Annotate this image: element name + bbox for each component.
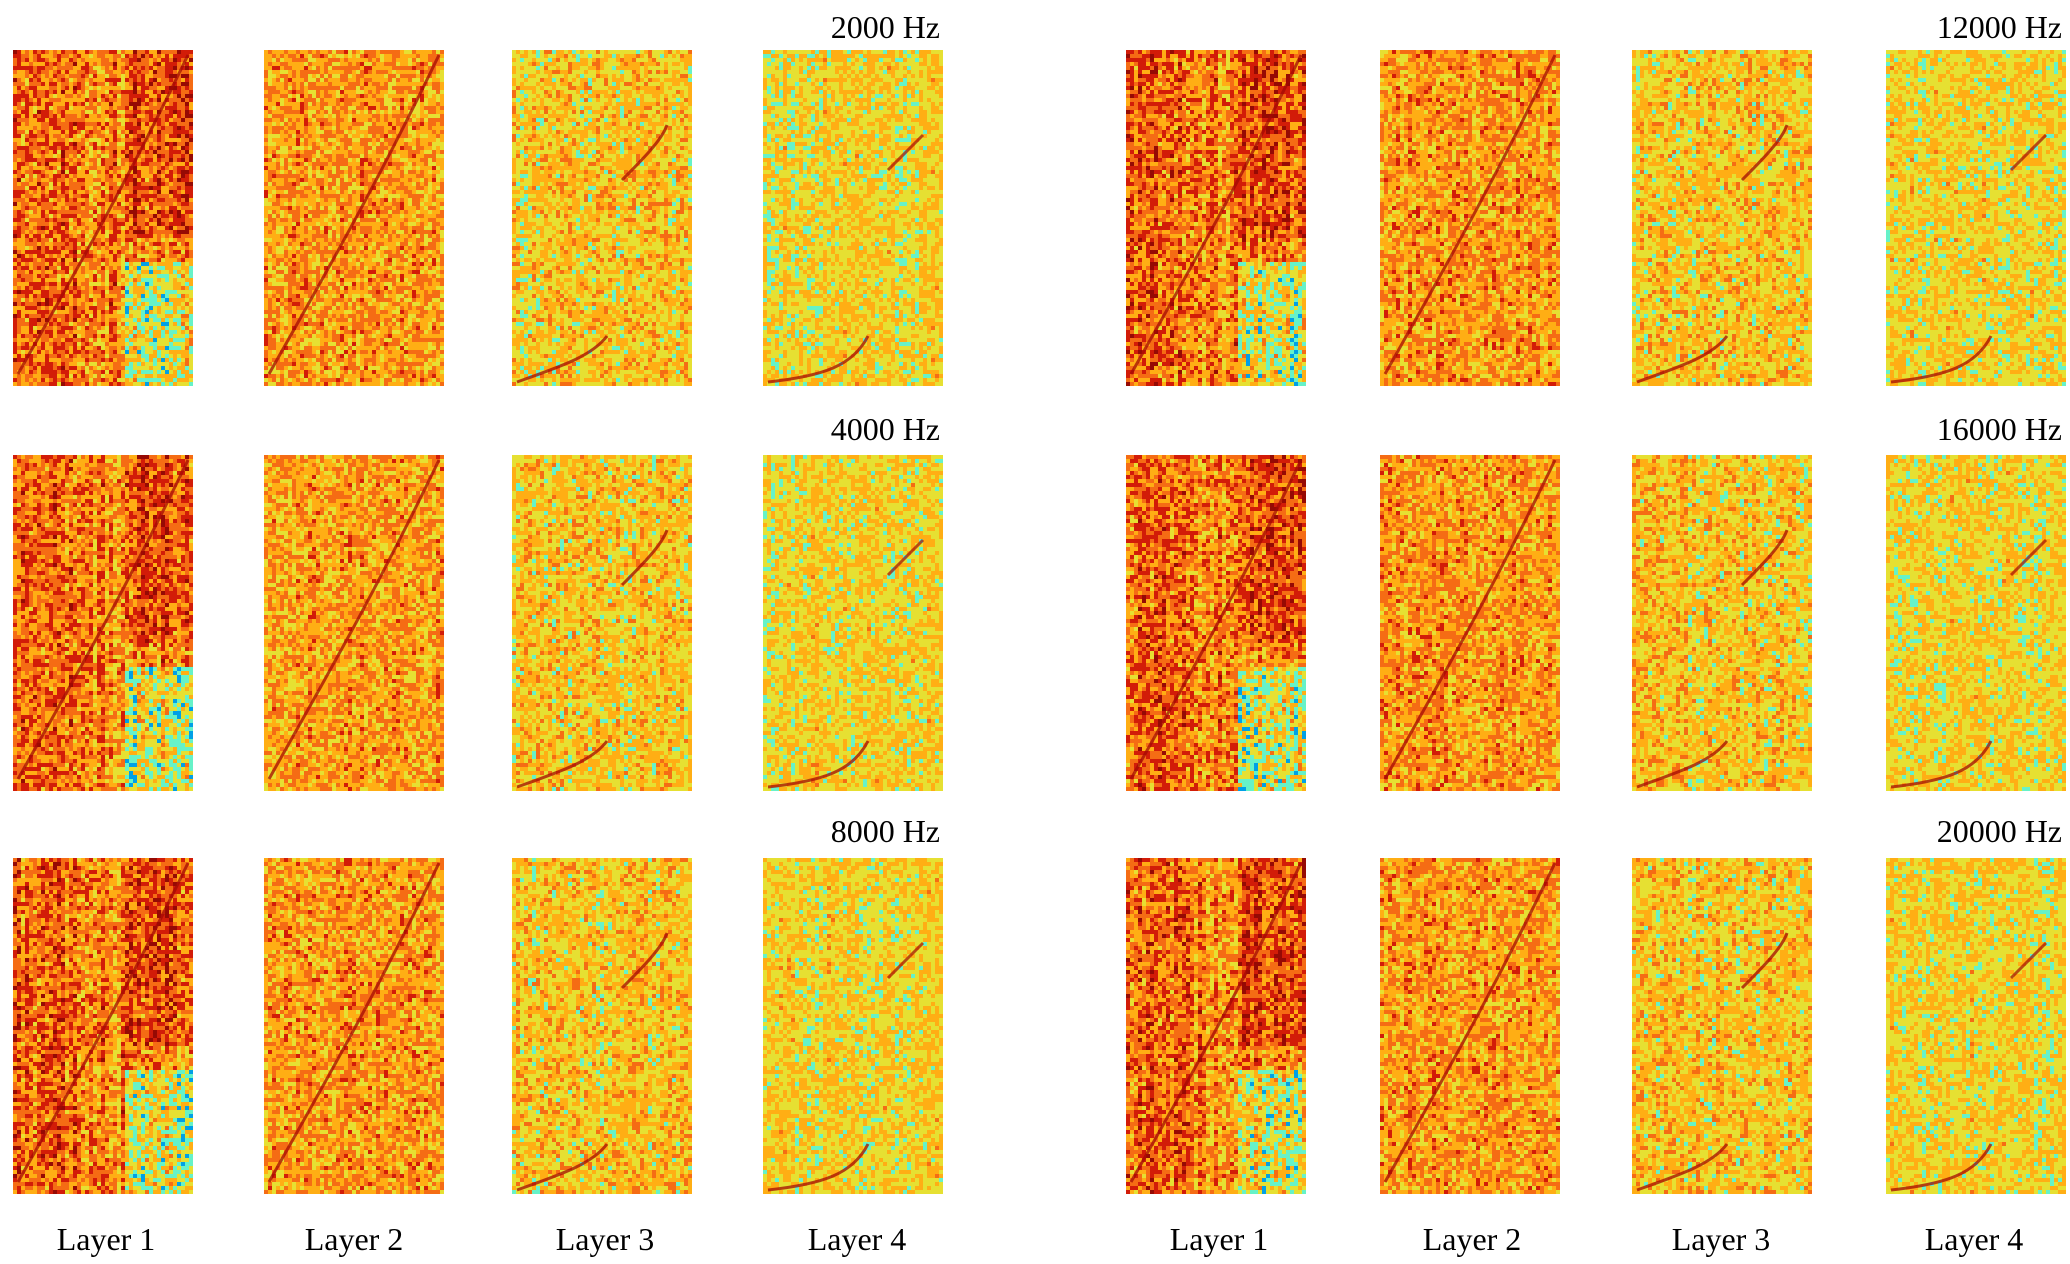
layer-label-right-1: Layer 1 <box>1170 1221 1269 1257</box>
freq-label-20000: 20000 Hz <box>1937 813 2062 849</box>
freq-label-16000: 16000 Hz <box>1937 411 2062 447</box>
heatmap-panel-right-row2-layer1 <box>1126 455 1306 791</box>
heatmap-panel-left-row2-layer1 <box>13 455 193 791</box>
heatmap-panel-right-row2-layer3 <box>1632 455 1812 791</box>
heatmap-panel-left-row2-layer3 <box>512 455 692 791</box>
layer-label-right-4: Layer 4 <box>1925 1221 2024 1257</box>
heatmap-panel-right-row2-layer4 <box>1886 455 2066 791</box>
freq-label-8000: 8000 Hz <box>831 813 940 849</box>
heatmap-panel-right-row3-layer3 <box>1632 858 1812 1194</box>
heatmap-panel-right-row3-layer2 <box>1380 858 1560 1194</box>
heatmap-panel-left-row2-layer2 <box>264 455 444 791</box>
heatmap-panel-left-row2-layer4 <box>763 455 943 791</box>
heatmap-panel-left-row3-layer1 <box>13 858 193 1194</box>
heatmap-panel-right-row3-layer4 <box>1886 858 2066 1194</box>
freq-label-2000: 2000 Hz <box>831 9 940 45</box>
heatmap-panel-right-row1-layer4 <box>1886 50 2066 386</box>
heatmap-panel-left-row1-layer2 <box>264 50 444 386</box>
heatmap-panel-right-row3-layer1 <box>1126 858 1306 1194</box>
layer-label-left-2: Layer 2 <box>305 1221 404 1257</box>
heatmap-panel-right-row1-layer1 <box>1126 50 1306 386</box>
heatmap-panel-left-row3-layer3 <box>512 858 692 1194</box>
layer-label-right-2: Layer 2 <box>1423 1221 1522 1257</box>
freq-label-4000: 4000 Hz <box>831 411 940 447</box>
freq-label-12000: 12000 Hz <box>1937 9 2062 45</box>
heatmap-panel-left-row1-layer1 <box>13 50 193 386</box>
layer-label-right-3: Layer 3 <box>1672 1221 1771 1257</box>
layer-label-left-1: Layer 1 <box>57 1221 156 1257</box>
heatmap-panel-right-row1-layer2 <box>1380 50 1560 386</box>
heatmap-panel-right-row2-layer2 <box>1380 455 1560 791</box>
layer-label-left-3: Layer 3 <box>556 1221 655 1257</box>
heatmap-panel-left-row3-layer2 <box>264 858 444 1194</box>
heatmap-panel-left-row1-layer3 <box>512 50 692 386</box>
heatmap-panel-right-row1-layer3 <box>1632 50 1812 386</box>
layer-label-left-4: Layer 4 <box>808 1221 907 1257</box>
heatmap-panel-left-row3-layer4 <box>763 858 943 1194</box>
heatmap-panels <box>13 50 2066 1194</box>
heatmap-panel-left-row1-layer4 <box>763 50 943 386</box>
